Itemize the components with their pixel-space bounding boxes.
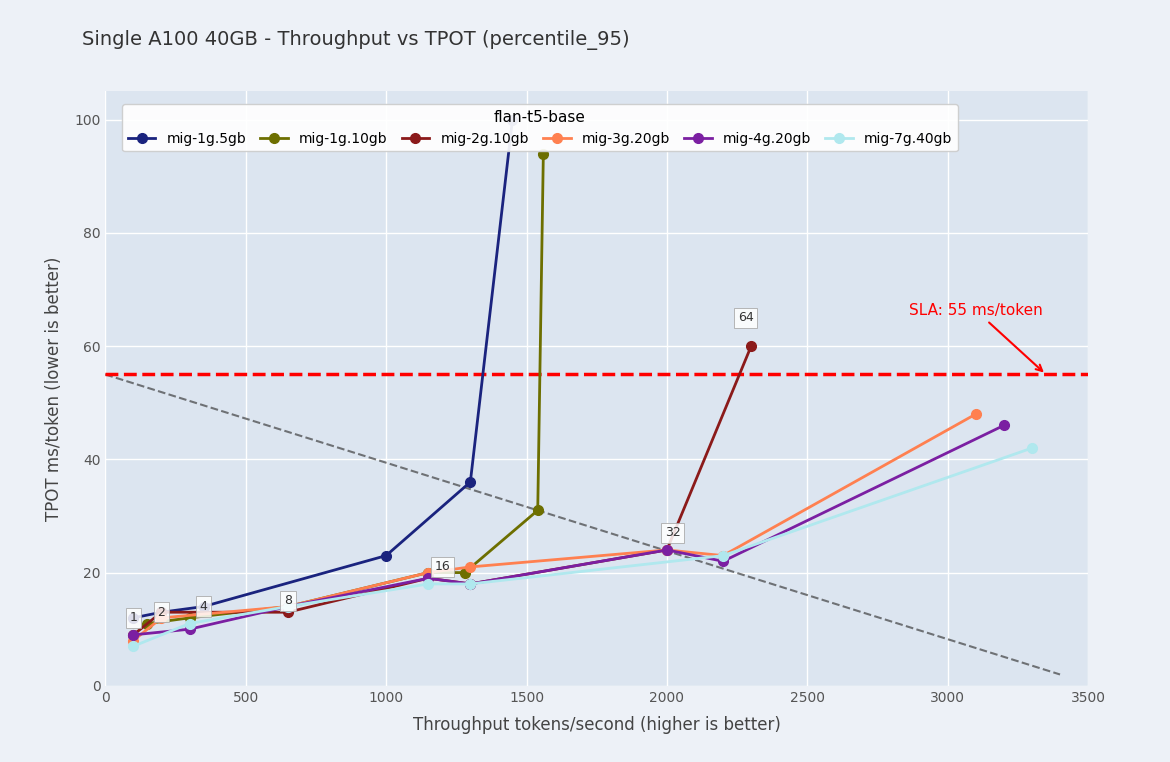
mig-7g.40gb [421,579,435,588]
mig-3g.20gb [463,562,477,572]
Y-axis label: TPOT ms/token (lower is better): TPOT ms/token (lower is better) [44,257,63,520]
mig-2g.10gb [660,546,674,555]
mig-3g.20gb [716,551,730,560]
mig-1g.5gb [126,613,140,623]
mig-1g.10gb [531,506,545,515]
mig-4g.20gb [716,557,730,566]
X-axis label: Throughput tokens/second (higher is better): Throughput tokens/second (higher is bett… [413,716,780,734]
Line: mig-2g.10gb: mig-2g.10gb [129,341,756,640]
mig-2g.10gb [281,607,295,616]
mig-1g.5gb [463,478,477,487]
mig-7g.40gb [463,579,477,588]
Line: mig-3g.20gb: mig-3g.20gb [129,409,980,645]
mig-7g.40gb [281,602,295,611]
mig-2g.10gb [126,630,140,639]
Line: mig-4g.20gb: mig-4g.20gb [129,421,1009,640]
Text: Single A100 40GB - Throughput vs TPOT (percentile_95): Single A100 40GB - Throughput vs TPOT (p… [82,30,629,50]
Text: 32: 32 [665,527,681,539]
mig-1g.5gb [197,602,211,611]
Text: SLA: 55 ms/token: SLA: 55 ms/token [909,303,1042,371]
mig-4g.20gb [421,574,435,583]
Line: mig-1g.10gb: mig-1g.10gb [143,149,549,629]
mig-4g.20gb [281,602,295,611]
mig-1g.10gb [536,149,550,158]
Text: 4: 4 [200,600,207,613]
Text: 2: 2 [158,606,165,619]
mig-1g.5gb [154,607,168,616]
mig-3g.20gb [421,568,435,577]
mig-3g.20gb [660,546,674,555]
mig-7g.40gb [126,642,140,651]
mig-7g.40gb [183,619,197,628]
mig-3g.20gb [154,613,168,623]
mig-1g.10gb [183,613,197,623]
mig-4g.20gb [126,630,140,639]
mig-3g.20gb [126,636,140,645]
mig-4g.20gb [997,421,1011,430]
Line: mig-7g.40gb: mig-7g.40gb [129,443,1037,651]
Line: mig-1g.5gb: mig-1g.5gb [129,115,517,623]
Text: 16: 16 [434,560,450,574]
Legend: mig-1g.5gb, mig-1g.10gb, mig-2g.10gb, mig-3g.20gb, mig-4g.20gb, mig-7g.40gb: mig-1g.5gb, mig-1g.10gb, mig-2g.10gb, mi… [122,104,958,152]
mig-1g.10gb [281,602,295,611]
mig-4g.20gb [463,579,477,588]
mig-4g.20gb [660,546,674,555]
Text: 64: 64 [737,312,753,325]
mig-2g.10gb [154,607,168,616]
mig-3g.20gb [969,409,983,418]
mig-1g.5gb [505,115,519,124]
mig-7g.40gb [716,551,730,560]
mig-3g.20gb [281,602,295,611]
mig-1g.10gb [140,619,154,628]
mig-1g.10gb [421,568,435,577]
mig-7g.40gb [1025,443,1039,453]
mig-4g.20gb [183,625,197,634]
mig-2g.10gb [421,574,435,583]
mig-2g.10gb [744,341,758,351]
Text: 1: 1 [130,611,137,624]
mig-2g.10gb [463,579,477,588]
Text: 8: 8 [284,594,291,607]
mig-1g.10gb [457,568,472,577]
mig-1g.5gb [379,551,393,560]
